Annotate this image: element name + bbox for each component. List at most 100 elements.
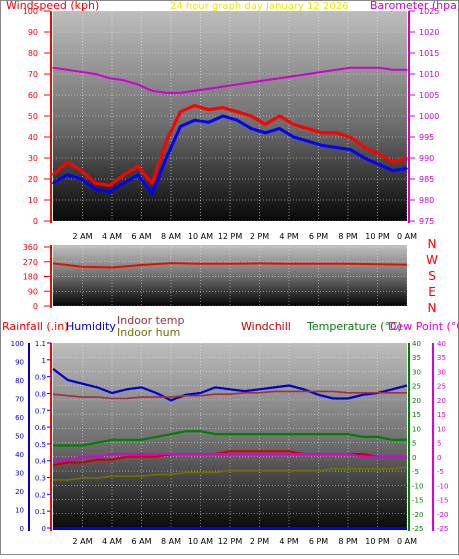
series-point [94,188,97,191]
series-point [123,182,125,184]
temperature-tick-label: 10 [412,425,421,433]
humidity-axis-label: Humidity [66,320,116,333]
x-axis-time-label: 2 PM [250,537,269,546]
series-point [66,174,68,176]
series-point [80,178,83,180]
dewpoint-tick-label: -20 [437,511,448,519]
temperature-tick-label: 35 [412,354,421,362]
temperature-tick-label: -10 [412,482,423,490]
direction-grid [53,246,408,307]
windspeed-tick-label: 100 [23,7,38,16]
windspeed-tick-label: 40 [28,133,38,142]
series-point [250,127,252,130]
x-axis-time-label: 8 AM [161,232,181,241]
series-point [193,104,196,107]
compass-label: E [428,285,436,299]
x-axis-time-label: 2 AM [72,232,92,241]
x-axis-time-label: 6 AM [131,232,151,241]
series-point [123,174,125,176]
rainfall-tick-label: 0.2 [35,491,46,499]
dewpoint-tick-label: 0 [437,454,441,462]
series-point [151,182,153,184]
rainfall-tick-label: 0.1 [35,508,46,516]
temp-series [52,368,408,529]
windspeed-ticks: 0 10 20 30 40 50 60 70 80 90 100 [23,7,50,226]
temperature-tick-label: 40 [412,340,421,348]
series-point [236,119,238,121]
dewpoint-axis-label: Dew Point (°C) [388,320,459,333]
series-point [349,136,352,138]
barometer-tick-label: 1000 [419,112,439,121]
rainfall-tick-label: 0 [42,525,46,533]
windspeed-tick-label: 70 [28,70,38,79]
series-point [179,125,182,128]
dewpoint-tick-label: -25 [437,525,448,533]
series-line-wind-direction [52,262,408,269]
x-axis-time-label: 10 PM [365,232,390,241]
series-point [222,106,224,109]
x-axis-time-label: 10 AM [188,537,213,546]
series-point [392,69,394,71]
series-point [222,115,224,117]
barometer-tick-label: 985 [419,175,434,184]
series-point [406,157,408,159]
series-point [264,123,267,126]
series-point [52,174,54,176]
barometer-tick-label: 975 [419,217,434,226]
dewpoint-tick-label: 40 [437,340,446,348]
series-point [123,79,125,82]
series-line-temperature-c [53,430,407,447]
compass-label: W [426,253,438,267]
barometer-tick-label: 1025 [419,7,439,16]
rainfall-axis-label: Rainfall (.in) [2,320,69,333]
series-point [307,140,309,142]
temperature-tick-label: 30 [412,368,421,376]
barometer-axis-label: Barometer (hpa) [370,0,459,12]
series-point [307,73,309,75]
temperature-axis-label: Temperature (°C) [306,320,402,333]
series-point [363,66,366,69]
series-point [137,165,139,168]
dewpoint-tick-label: -15 [437,497,448,505]
series-point [66,69,68,71]
series-point [321,144,323,147]
barometer-tick-label: 1005 [419,91,439,100]
series-point [363,157,366,159]
compass-label: S [428,269,436,283]
humidity-tick-label: 70 [15,396,24,404]
windchill-label: Windchill [241,320,291,333]
series-point [208,108,210,111]
humidity-tick-label: 90 [15,359,24,367]
series-point [278,77,281,79]
x-axis-time-label: 0 AM [397,537,417,546]
barometer-tick-label: 990 [419,154,434,163]
series-point [335,146,338,149]
series-point [406,167,408,170]
x-axis-time-label: 2 PM [250,232,269,241]
x-axis-time-label: 4 AM [102,537,122,546]
series-point [307,127,309,130]
dewpoint-tick-label: -10 [437,482,448,490]
humidity-tick-label: 20 [15,488,24,496]
series-point [292,75,295,77]
series-point [179,111,182,113]
temperature-tick-label: 5 [412,440,416,448]
rainfall-tick-label: 1.1 [35,340,46,348]
temperature-tick-label: 0 [412,454,416,462]
barometer-tick-label: 1015 [419,49,439,58]
humidity-tick-label: 60 [15,414,24,422]
series-line-barometer-hpa- [52,66,407,94]
temperature-tick-label: -25 [412,525,423,533]
windspeed-tick-label: 0 [33,217,38,226]
series-point [193,90,196,92]
series-point [179,92,182,94]
series-line-indoor-temp [52,390,407,400]
series-point [392,161,394,163]
series-point [335,132,338,134]
series-point [94,73,97,75]
series-point [321,71,323,73]
x-axis-time-label: 8 PM [338,537,357,546]
temperature-tick-label: 25 [412,383,421,391]
series-point [52,182,54,184]
barometer-tick-label: 995 [419,133,434,142]
